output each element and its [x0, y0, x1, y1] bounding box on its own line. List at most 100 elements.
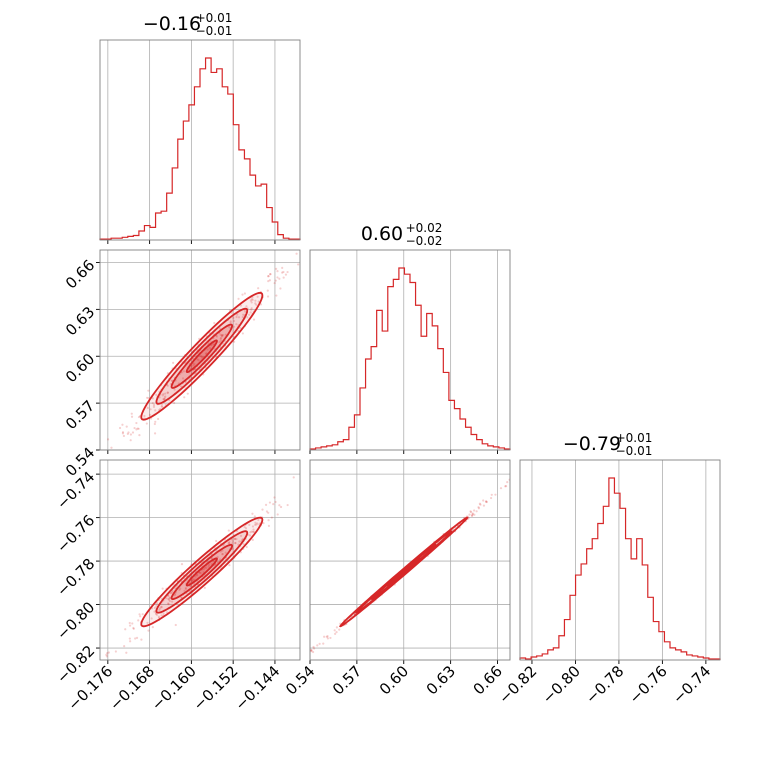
sample-point [267, 279, 270, 283]
sample-point [269, 273, 272, 276]
sample-point [227, 542, 230, 545]
sample-point [255, 523, 258, 526]
sample-point [237, 316, 241, 319]
sample-point [137, 415, 141, 419]
sample-point [270, 516, 273, 519]
sample-point [199, 354, 202, 358]
hist-panel-1: −0.16+0.01−0.01 [99, 11, 301, 244]
sample-point [252, 530, 256, 533]
sample-point [227, 529, 230, 532]
sample-point [326, 635, 329, 638]
sample-point [224, 333, 227, 336]
x-tick-label: 0.54 [282, 662, 318, 698]
hist-frame [519, 459, 721, 661]
sample-point [297, 263, 300, 266]
sample-point [102, 462, 104, 464]
contour-level [155, 307, 249, 405]
sample-point [267, 519, 270, 522]
sample-point [229, 320, 232, 323]
sample-point [478, 502, 481, 505]
sample-point [163, 397, 166, 401]
sample-point [234, 542, 237, 545]
sample-point [215, 539, 218, 543]
sample-point [231, 540, 234, 543]
sample-point [504, 485, 508, 488]
scatter-content [310, 478, 510, 654]
sample-point [469, 510, 473, 514]
sample-point [251, 525, 255, 528]
y-tick-label: 0.66 [62, 256, 98, 292]
sample-point [166, 391, 169, 394]
sample-point [473, 513, 476, 516]
sample-point [228, 540, 231, 543]
sample-point [239, 326, 242, 330]
sample-point [167, 602, 170, 605]
sample-point [137, 427, 140, 430]
sample-point [154, 612, 158, 616]
sample-point [135, 421, 138, 425]
sample-point [164, 395, 167, 398]
sample-point [243, 525, 246, 529]
sample-point [110, 446, 113, 449]
hist-frame [309, 249, 511, 451]
sample-point [143, 414, 146, 418]
param-title-minus: −0.01 [616, 444, 653, 458]
sample-point [267, 524, 271, 527]
scatter-panel-2-0 [96, 460, 300, 664]
sample-point [471, 512, 474, 515]
sample-point [494, 493, 497, 496]
sample-point [252, 318, 256, 321]
sample-point [276, 270, 279, 273]
sample-point [168, 599, 171, 603]
sample-point [232, 316, 235, 319]
x-tick-label: −0.152 [190, 662, 242, 714]
sample-point [275, 294, 278, 297]
sample-point [138, 613, 141, 616]
sample-point [129, 433, 133, 436]
sample-point [273, 281, 276, 285]
sample-point [236, 313, 239, 316]
sample-point [322, 642, 325, 645]
sample-point [234, 541, 237, 545]
sample-point [485, 500, 488, 504]
sample-point [232, 325, 236, 328]
sample-point [174, 623, 177, 627]
sample-point [265, 510, 269, 513]
y-tick-label: −0.80 [53, 598, 98, 643]
sample-point [139, 615, 142, 618]
sample-point [469, 510, 472, 513]
sample-point [276, 513, 279, 516]
sample-point [229, 321, 232, 324]
sample-point [219, 337, 222, 340]
sample-point [152, 405, 156, 408]
sample-point [162, 612, 165, 615]
sample-point [318, 642, 321, 645]
sample-point [198, 571, 201, 574]
sample-point [282, 276, 285, 279]
sample-point [118, 426, 122, 430]
sample-point [205, 566, 208, 570]
sample-point [202, 568, 205, 571]
sample-point [241, 315, 244, 319]
sample-point [153, 606, 157, 609]
sample-point [256, 295, 259, 298]
x-tick-label: 0.63 [423, 662, 459, 698]
sample-point [146, 396, 149, 399]
scatter-frame [99, 249, 301, 451]
sample-point [242, 543, 245, 546]
sample-point [194, 575, 197, 578]
sample-point [269, 273, 272, 276]
sample-point [191, 578, 195, 581]
y-tick-label: −0.78 [53, 555, 98, 600]
sample-point [160, 606, 163, 609]
sample-point [220, 334, 224, 337]
sample-point [303, 275, 305, 277]
sample-point [255, 303, 258, 306]
sample-point [482, 499, 485, 502]
sample-point [489, 496, 493, 500]
sample-point [219, 558, 222, 561]
sample-point [180, 596, 183, 599]
y-tick-label: −0.76 [53, 511, 98, 556]
sample-point [146, 406, 149, 410]
sample-point [221, 335, 224, 338]
